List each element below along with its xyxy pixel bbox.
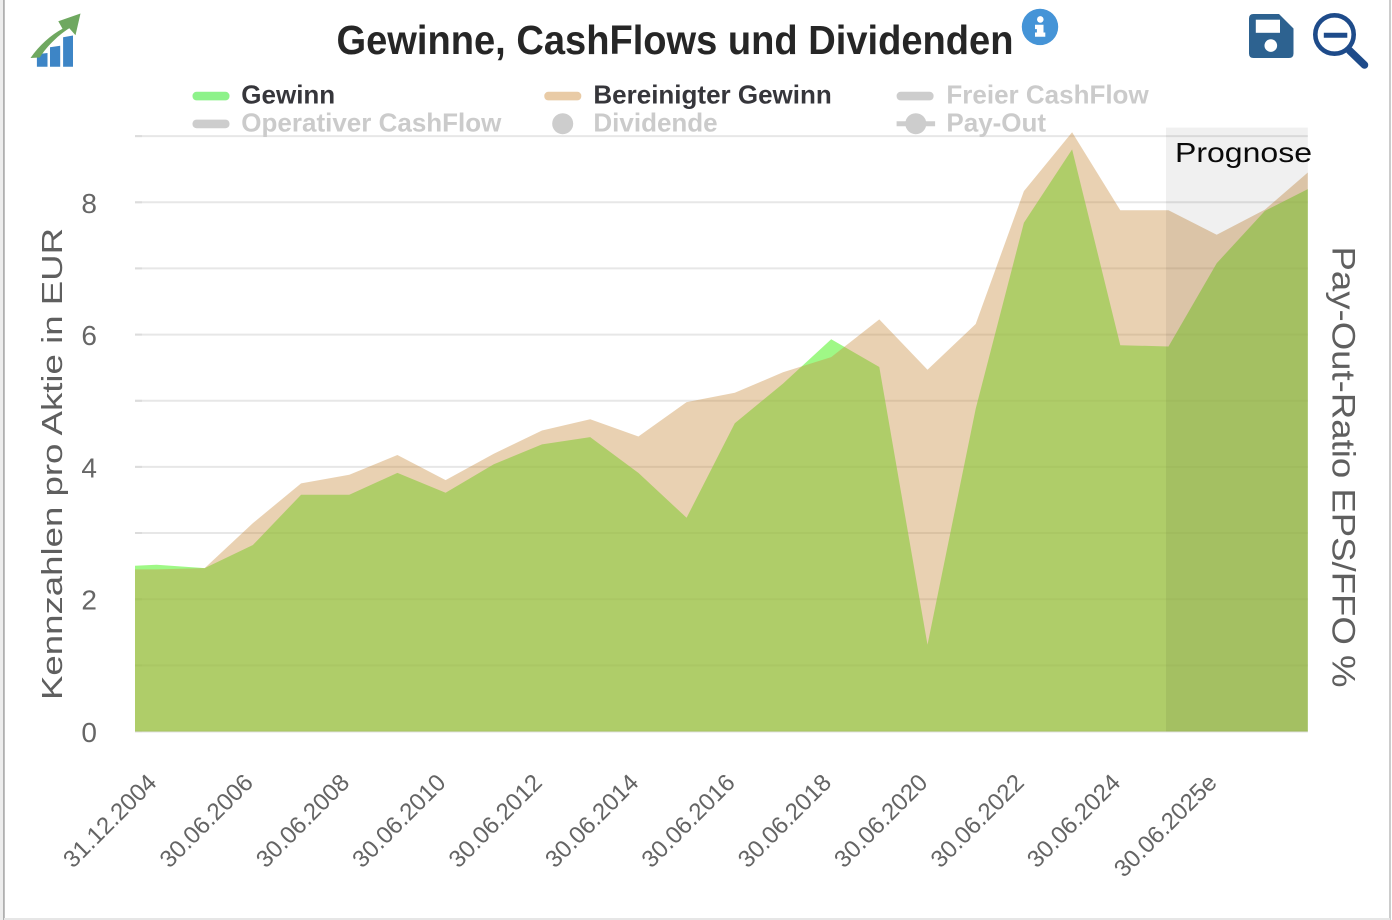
svg-text:Pay-Out-Ratio EPS/FFO %: Pay-Out-Ratio EPS/FFO % bbox=[1326, 247, 1362, 688]
svg-text:Gewinne, CashFlows und Dividen: Gewinne, CashFlows und Dividenden bbox=[337, 17, 1014, 63]
svg-text:Freier CashFlow: Freier CashFlow bbox=[946, 80, 1149, 110]
svg-text:Dividende: Dividende bbox=[593, 108, 717, 138]
svg-text:Kennzahlen pro Aktie in EUR: Kennzahlen pro Aktie in EUR bbox=[37, 228, 69, 700]
svg-text:Operativer CashFlow: Operativer CashFlow bbox=[241, 108, 502, 138]
svg-text:Pay-Out: Pay-Out bbox=[946, 108, 1046, 138]
svg-text:Bereinigter Gewinn: Bereinigter Gewinn bbox=[593, 80, 831, 110]
svg-text:8: 8 bbox=[81, 188, 97, 219]
svg-text:Gewinn: Gewinn bbox=[241, 80, 335, 110]
svg-text:2: 2 bbox=[81, 585, 97, 616]
svg-text:Prognose: Prognose bbox=[1175, 137, 1312, 168]
svg-text:6: 6 bbox=[81, 320, 97, 351]
svg-text:0: 0 bbox=[81, 717, 97, 748]
svg-text:4: 4 bbox=[81, 452, 97, 483]
